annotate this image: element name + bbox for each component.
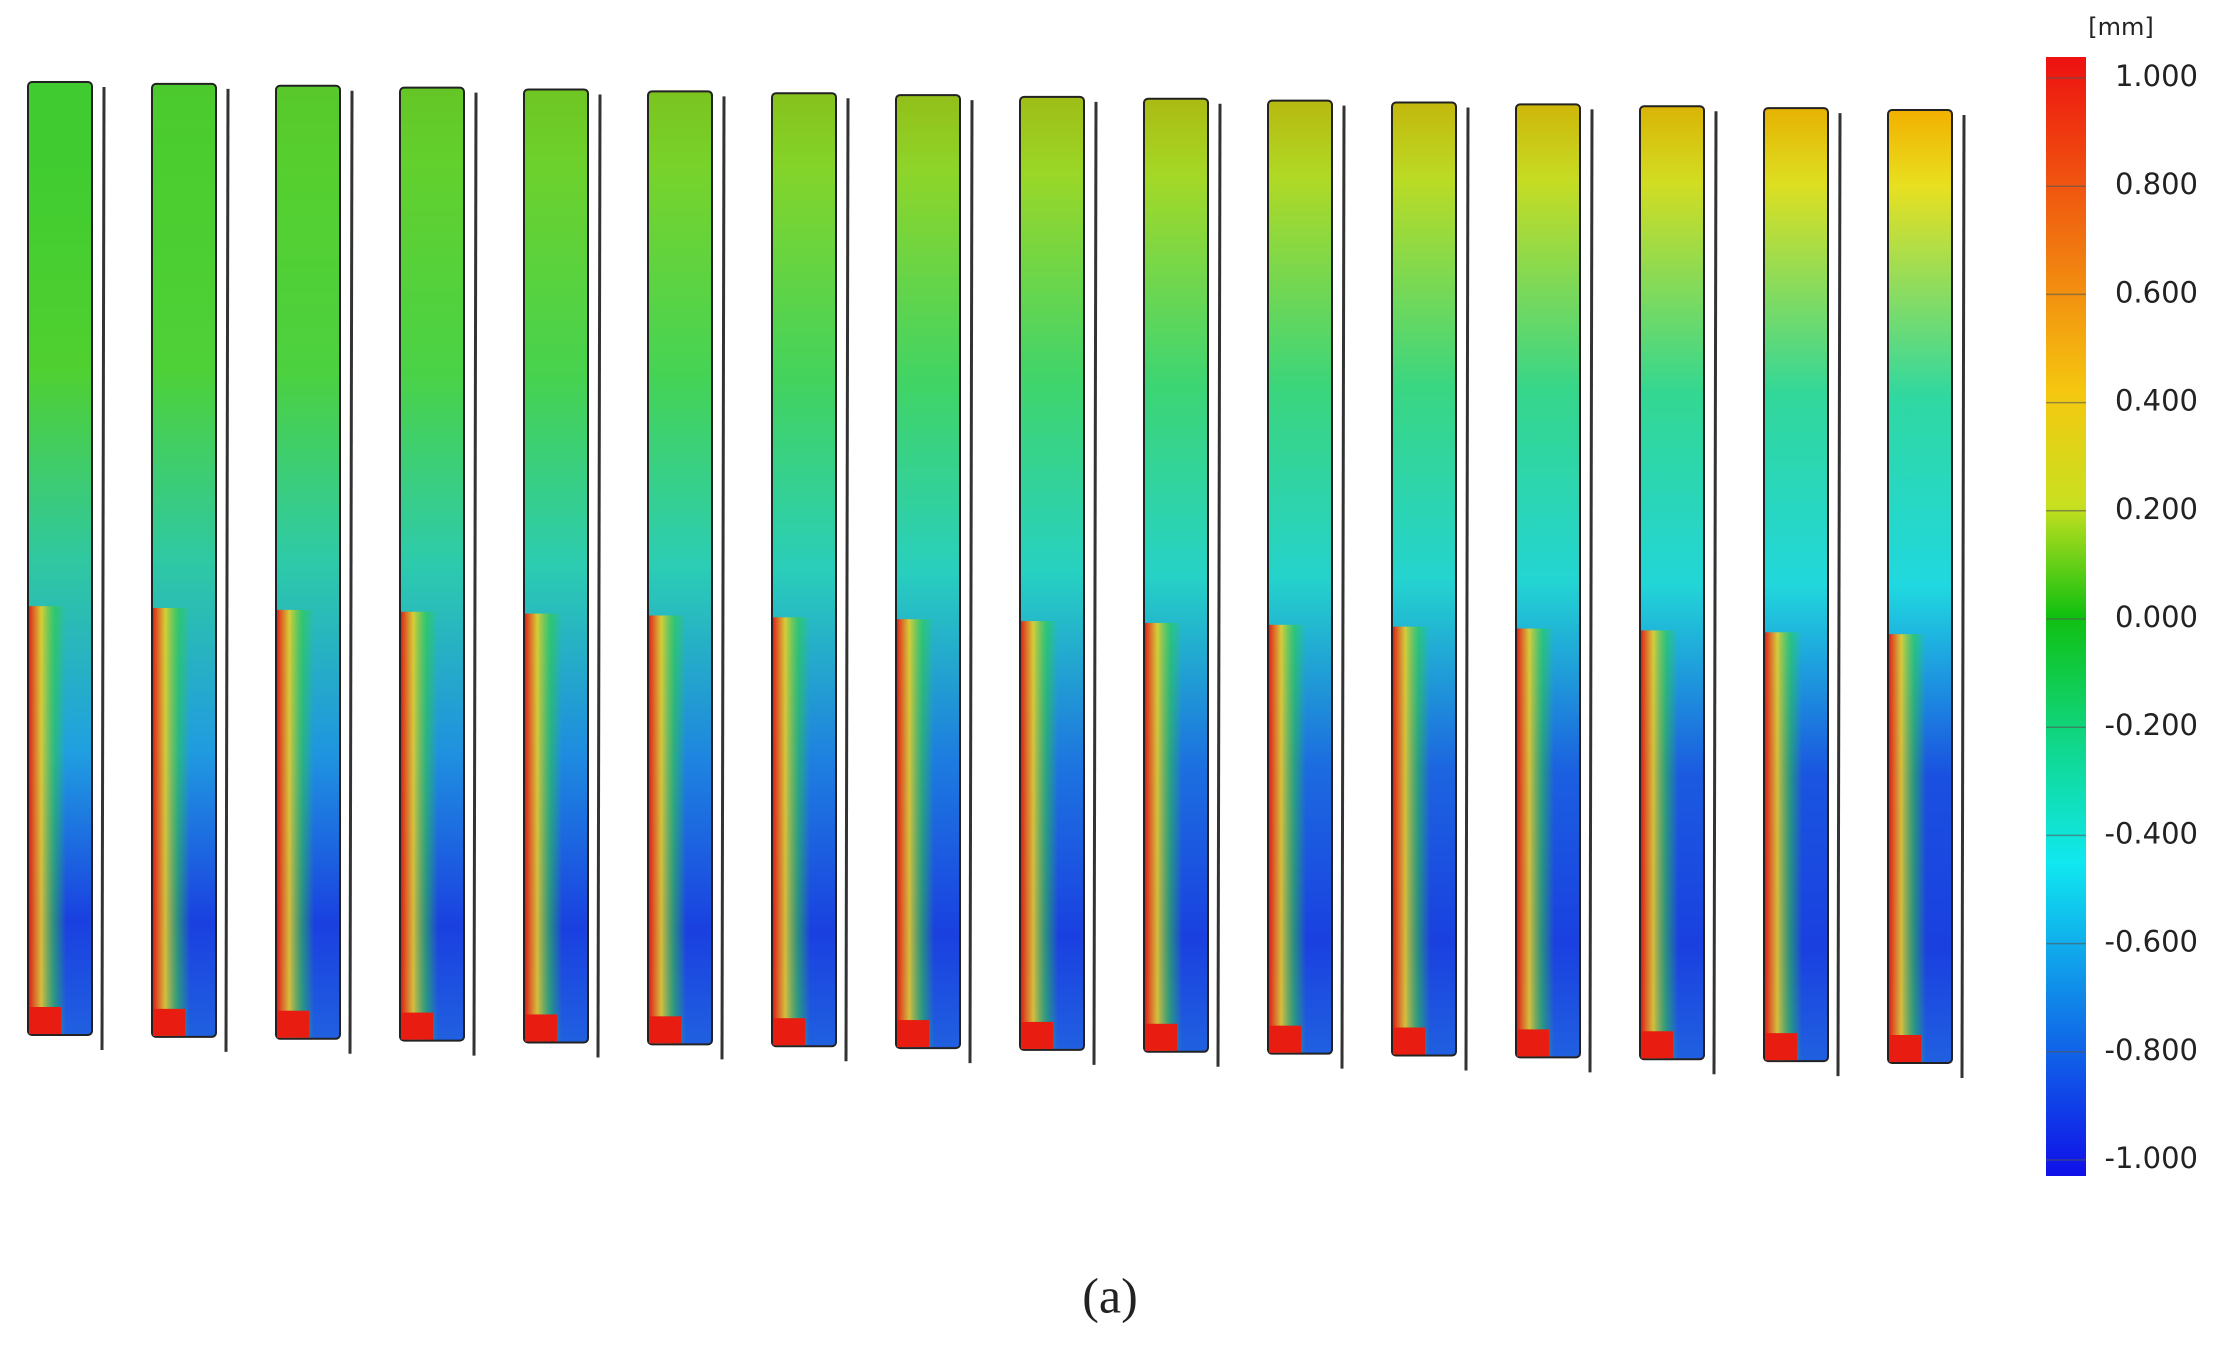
strip-side [348,90,354,1054]
colorbar-ticks: 1.000 0.800 0.600 0.400 0.200 0.000 -0.200 -0.4… [2046,59,2198,1175]
strip-side [224,88,230,1052]
strip-edge [1889,634,1951,1062]
strip-bottom [1517,1029,1549,1057]
colorbar-tick-label: -0.200 [2105,708,2199,742]
strip-edge [1393,626,1455,1055]
strip-bottom [525,1014,557,1042]
strip-bottom [1393,1027,1425,1055]
colorbar-tick-label: 0.200 [2115,492,2198,526]
colorbar-tick-label: -0.800 [2105,1033,2199,1067]
strip-side [472,92,478,1056]
strip-bottom [1021,1021,1053,1049]
strip-bottom [897,1020,929,1048]
strip-bottom [277,1010,309,1038]
colorbar-tick-label: 0.800 [2115,167,2198,201]
strip-side [1712,111,1718,1075]
strip-side [1216,103,1222,1067]
strip-side [596,94,602,1058]
strip-side [1836,113,1842,1077]
strip-edge [773,617,835,1046]
strip-edge [401,611,463,1040]
strips [27,81,1966,1079]
strip-side [1092,101,1098,1065]
colorbar [2046,57,2086,1176]
caption: (a) [1082,1267,1138,1323]
colorbar-tick-label: -0.600 [2105,925,2199,959]
strip-edge [1021,621,1083,1049]
strip-side [968,100,974,1064]
colorbar-tick-label: 0.600 [2115,275,2198,309]
strip-edge [1765,632,1827,1061]
strip-bottom [1269,1025,1301,1053]
strip-edge [1269,624,1331,1053]
colorbar-tick-label: 1.000 [2115,59,2198,93]
colorbar-tick-label: -1.000 [2105,1141,2199,1175]
strip-side [100,86,106,1051]
strip-edge [649,615,711,1044]
strip-edge [1517,628,1579,1057]
strip-edge [1145,622,1207,1051]
strip-side [720,96,726,1060]
colorbar-unit: [mm] [2088,13,2153,41]
strip-bottom [773,1018,805,1046]
strip-side [1340,105,1346,1069]
strip-bottom [401,1012,433,1040]
strip-side [1464,107,1470,1071]
strip-edge [29,606,91,1034]
strip-bottom [1641,1031,1673,1059]
strip-side [1588,109,1594,1073]
strip-side [844,98,850,1062]
strip-bottom [649,1016,681,1044]
strip-edge [897,619,959,1048]
strip-edge [277,609,339,1038]
colorbar-tick-label: -0.400 [2105,816,2199,850]
strip-edge [1641,630,1703,1059]
colorbar-tick-label: 0.000 [2115,600,2198,634]
strip-side [1960,114,1966,1079]
colorbar-tick-label: 0.400 [2115,384,2198,418]
strip-bottom [1765,1033,1797,1061]
strip-bottom [153,1008,185,1036]
strip-bottom [1889,1035,1921,1062]
strip-edge [153,608,215,1036]
strip-bottom [1145,1023,1177,1051]
strip-edge [525,613,587,1042]
strip-bottom [29,1007,61,1034]
